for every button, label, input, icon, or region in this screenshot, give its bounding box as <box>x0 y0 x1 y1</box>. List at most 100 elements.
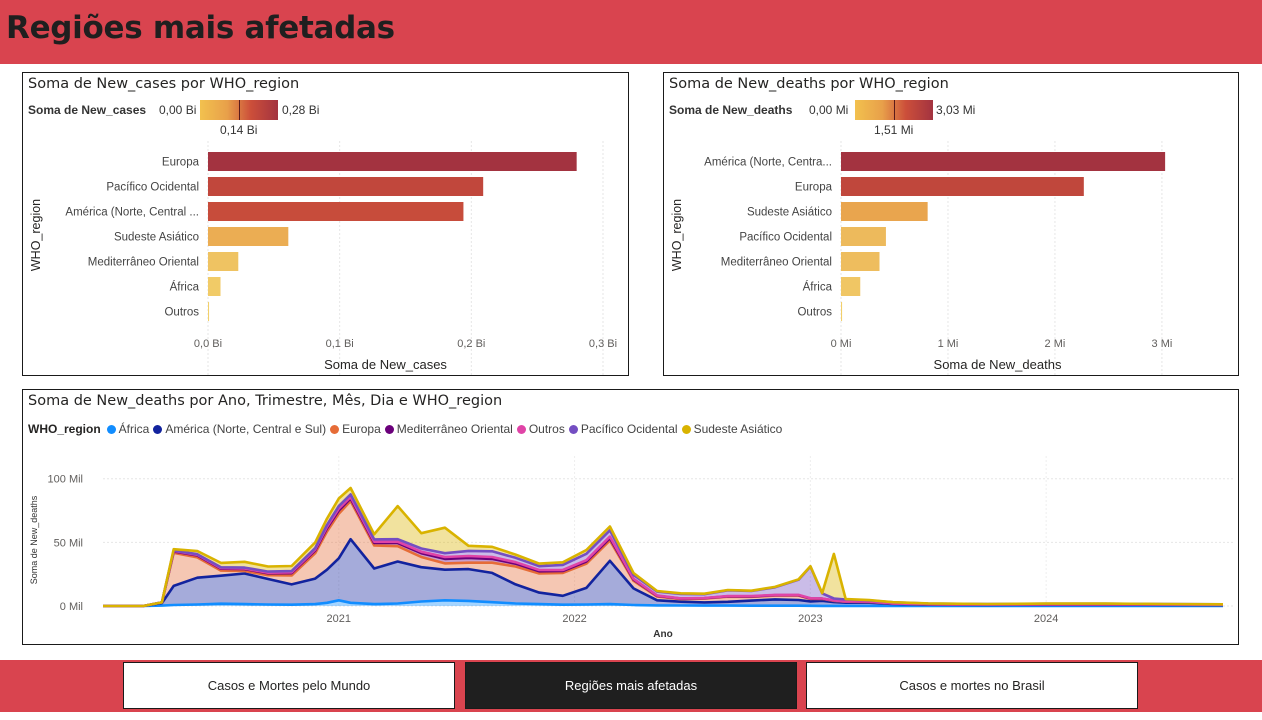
deaths-x-tick-label: 1 Mi <box>938 338 959 350</box>
area-x-tick-label: 2021 <box>327 613 351 625</box>
area-y-axis-title: Soma de New_deaths <box>29 495 39 584</box>
area-series-line-1 <box>103 599 1223 608</box>
area-series-line-7 <box>103 486 1224 608</box>
deaths-x-axis-title: Soma de New_deaths <box>934 357 1062 372</box>
deaths-chart-title: Soma de New_deaths por WHO_region <box>669 76 949 92</box>
cases-bar <box>208 202 464 221</box>
legend-dot-icon <box>153 424 163 434</box>
cases-legend-min: 0,00 Bi <box>159 103 197 117</box>
deaths-bar <box>841 177 1084 196</box>
deaths-bar-chart: 0 Mi 1 Mi 2 Mi 3 Mi América (Norte, Centra..… <box>670 141 1173 375</box>
cases-x-tick-label: 0,0 Bi <box>194 338 222 350</box>
deaths-y-axis-title: WHO_region <box>670 199 684 271</box>
legend-label: América (Norte, Central e Sul) <box>165 422 327 436</box>
legend-dot-icon <box>384 424 394 434</box>
cases-legend-title: Soma de New_cases <box>28 103 147 117</box>
legend-item[interactable]: Outros <box>516 422 565 436</box>
bottom-strip <box>0 712 1262 720</box>
area-y-tick-label: 100 Mil <box>48 474 83 486</box>
legend-item[interactable]: Pacífico Ocidental <box>568 422 678 436</box>
cases-bar <box>208 252 239 271</box>
deaths-category-label: Sudeste Asiático <box>747 207 832 219</box>
cases-x-tick-label: 0,2 Bi <box>457 338 485 350</box>
legend-item[interactable]: Sudeste Asiático <box>681 422 783 436</box>
deaths-bar <box>841 202 928 221</box>
bottom-nav: Casos e Mortes pelo Mundo Regiões mais a… <box>0 660 1262 712</box>
legend-dot-icon <box>330 424 340 434</box>
area-fill-3 <box>103 501 1223 606</box>
cases-legend-mid: 0,14 Bi <box>220 123 258 137</box>
deaths-legend-gradient <box>855 100 933 120</box>
deaths-category-label: Europa <box>795 182 833 194</box>
deaths-legend-max: 3,03 Mi <box>936 103 976 117</box>
deaths-x-tick-label: 2 Mi <box>1045 338 1066 350</box>
cases-bar-chart: 0,0 Bi 0,1 Bi 0,2 Bi 0,3 Bi Europa Pacífico O… <box>29 141 617 375</box>
deaths-bar <box>841 152 1166 171</box>
cases-category-label: Outros <box>164 307 199 319</box>
area-chart: 100 Mil 50 Mil 0 Mil 2021 2022 2023 2024 Ano Som… <box>29 456 1233 640</box>
legend-dot-icon <box>681 424 691 434</box>
legend-label: África <box>118 422 150 436</box>
cases-x-tick-label: 0,1 Bi <box>326 338 354 350</box>
legend-label: Outros <box>528 422 565 436</box>
area-fill-2 <box>103 539 1223 606</box>
cases-bar <box>208 152 577 171</box>
cases-chart-card[interactable]: Soma de New_cases por WHO_region Soma de… <box>22 72 629 376</box>
legend-label: Pacífico Ocidental <box>580 422 678 436</box>
legend-item[interactable]: Mediterrâneo Oriental <box>384 422 513 436</box>
cases-x-axis-title: Soma de New_cases <box>324 357 447 372</box>
nav-button-casos-mortes-mundo[interactable]: Casos e Mortes pelo Mundo <box>123 662 455 709</box>
cases-chart-title: Soma de New_cases por WHO_region <box>28 76 300 92</box>
cases-x-tick-label: 0,3 Bi <box>589 338 617 350</box>
area-chart-title: Soma de New_deaths por Ano, Trimestre, M… <box>28 393 503 409</box>
page-title: Regiões mais afetadas <box>6 10 395 46</box>
cases-category-label: América (Norte, Central ... <box>65 207 199 219</box>
deaths-bar <box>841 252 880 271</box>
legend-item[interactable]: América (Norte, Central e Sul) <box>153 422 326 436</box>
legend-label: Sudeste Asiático <box>693 422 783 436</box>
deaths-category-label: África <box>803 281 833 294</box>
deaths-bar <box>841 302 843 321</box>
area-legend: WHO_region África América (Norte, Central… <box>28 422 786 436</box>
deaths-category-label: Pacífico Ocidental <box>739 232 832 244</box>
nav-button-casos-mortes-brasil[interactable]: Casos e mortes no Brasil <box>806 662 1138 709</box>
legend-dot-icon <box>568 424 578 434</box>
cases-category-label: Sudeste Asiático <box>114 232 199 244</box>
legend-dot-icon <box>516 424 526 434</box>
deaths-legend-min: 0,00 Mi <box>809 103 849 117</box>
cases-category-label: Mediterrâneo Oriental <box>88 257 199 269</box>
cases-category-label: Europa <box>162 157 200 169</box>
deaths-chart-card[interactable]: Soma de New_deaths por WHO_region Soma d… <box>663 72 1239 376</box>
legend-dot-icon <box>106 424 116 434</box>
deaths-x-tick-label: 3 Mi <box>1152 338 1173 350</box>
legend-label: Mediterrâneo Oriental <box>396 422 513 436</box>
legend-item[interactable]: África <box>106 422 150 436</box>
area-x-tick-label: 2023 <box>798 613 822 625</box>
deaths-x-tick-label: 0 Mi <box>831 338 852 350</box>
nav-button-regioes-afetadas[interactable]: Regiões mais afetadas <box>465 662 797 709</box>
deaths-category-label: Mediterrâneo Oriental <box>721 257 832 269</box>
area-x-axis-title: Ano <box>653 629 672 640</box>
cases-bar <box>208 177 484 196</box>
cases-legend-gradient <box>200 100 278 120</box>
area-x-tick-label: 2022 <box>562 613 586 625</box>
area-y-tick-label: 50 Mil <box>54 537 83 549</box>
cases-legend-max: 0,28 Bi <box>282 103 320 117</box>
deaths-legend-title: Soma de New_deaths <box>669 103 793 117</box>
area-chart-card[interactable]: Soma de New_deaths por Ano, Trimestre, M… <box>22 389 1239 645</box>
deaths-legend-mid: 1,51 Mi <box>874 123 914 137</box>
cases-category-label: África <box>170 281 200 294</box>
legend-item[interactable]: Europa <box>330 422 381 436</box>
deaths-bar <box>841 277 861 296</box>
page-header: Regiões mais afetadas <box>0 0 1262 64</box>
deaths-category-label: América (Norte, Centra... <box>704 157 832 169</box>
cases-bar <box>208 277 221 296</box>
cases-y-axis-title: WHO_region <box>29 199 43 271</box>
legend-label: Europa <box>342 422 381 436</box>
area-x-tick-label: 2024 <box>1034 613 1058 625</box>
area-y-tick-label: 0 Mil <box>60 601 83 613</box>
area-legend-title: WHO_region <box>28 422 101 436</box>
cases-category-label: Pacífico Ocidental <box>106 182 199 194</box>
cases-bar <box>208 302 210 321</box>
deaths-bar <box>841 227 886 246</box>
